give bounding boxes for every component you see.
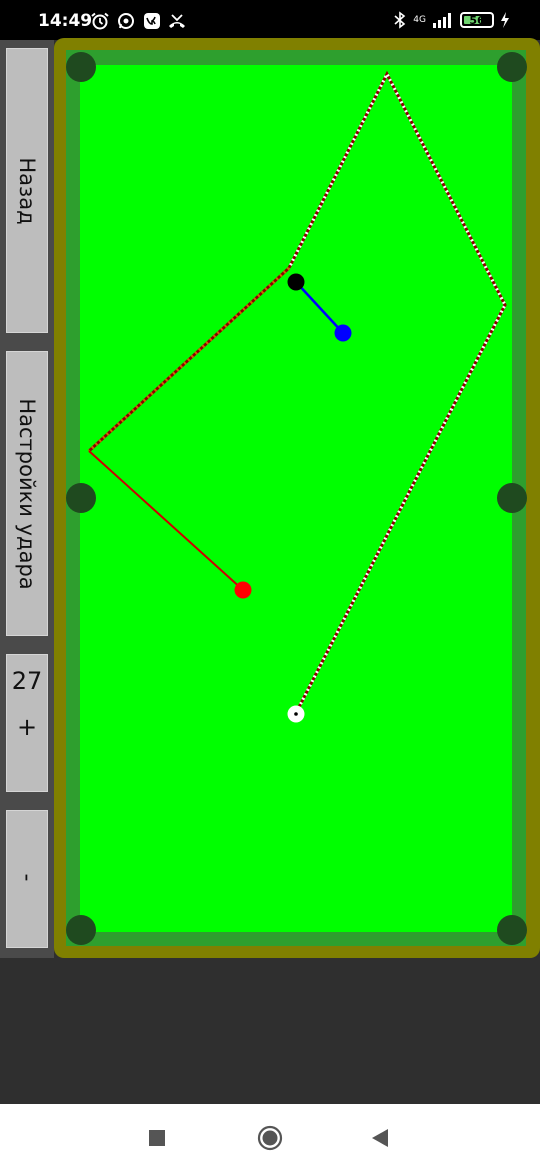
- alarm-icon: [91, 12, 109, 30]
- signal-icon: [433, 13, 451, 28]
- network-type: 4G: [413, 14, 426, 25]
- back-nav-button[interactable]: [370, 1128, 390, 1148]
- blue-ball[interactable]: [334, 324, 352, 342]
- cue-ball-center-mark: [294, 712, 298, 716]
- pocket-top-left: [66, 52, 96, 82]
- shot-settings-button[interactable]: Настройки удара: [6, 351, 48, 636]
- circle-icon: [257, 1125, 283, 1151]
- pocket-middle-left: [66, 483, 96, 513]
- battery-indicator: 56: [460, 12, 494, 28]
- square-icon: [149, 1130, 165, 1146]
- bluetooth-icon: [394, 11, 406, 29]
- control-panel: Назад Настройки удара 27 + -: [0, 40, 54, 958]
- counter-value: 27: [11, 667, 43, 695]
- black-ball[interactable]: [287, 273, 305, 291]
- charging-icon: [501, 12, 509, 28]
- increment-button[interactable]: 27 +: [6, 654, 48, 792]
- pocket-bottom-left: [66, 915, 96, 945]
- whatsapp-icon: [118, 13, 134, 29]
- plus-label: +: [16, 713, 38, 741]
- red-ball-path: [88, 450, 244, 591]
- decrement-button[interactable]: -: [6, 810, 48, 948]
- pocket-middle-right: [497, 483, 527, 513]
- vk-icon: [144, 13, 160, 29]
- blue-ball-path: [295, 281, 344, 334]
- pocket-top-right: [497, 52, 527, 82]
- table-cloth[interactable]: [80, 65, 512, 932]
- status-bar: 14:49 4G 56: [0, 0, 540, 40]
- triangle-back-icon: [372, 1129, 388, 1147]
- rebound-aim-line-dots: [87, 266, 291, 453]
- status-time: 14:49: [38, 11, 93, 31]
- cue-ball-aim-line-dots: [287, 70, 507, 714]
- red-ball[interactable]: [234, 581, 252, 599]
- home-button[interactable]: [257, 1125, 283, 1151]
- navigation-bar: [0, 1104, 540, 1170]
- pocket-bottom-right: [497, 915, 527, 945]
- missed-call-icon: [169, 14, 185, 28]
- battery-level: 56: [469, 13, 485, 27]
- recent-apps-button[interactable]: [148, 1129, 166, 1147]
- back-button[interactable]: Назад: [6, 48, 48, 333]
